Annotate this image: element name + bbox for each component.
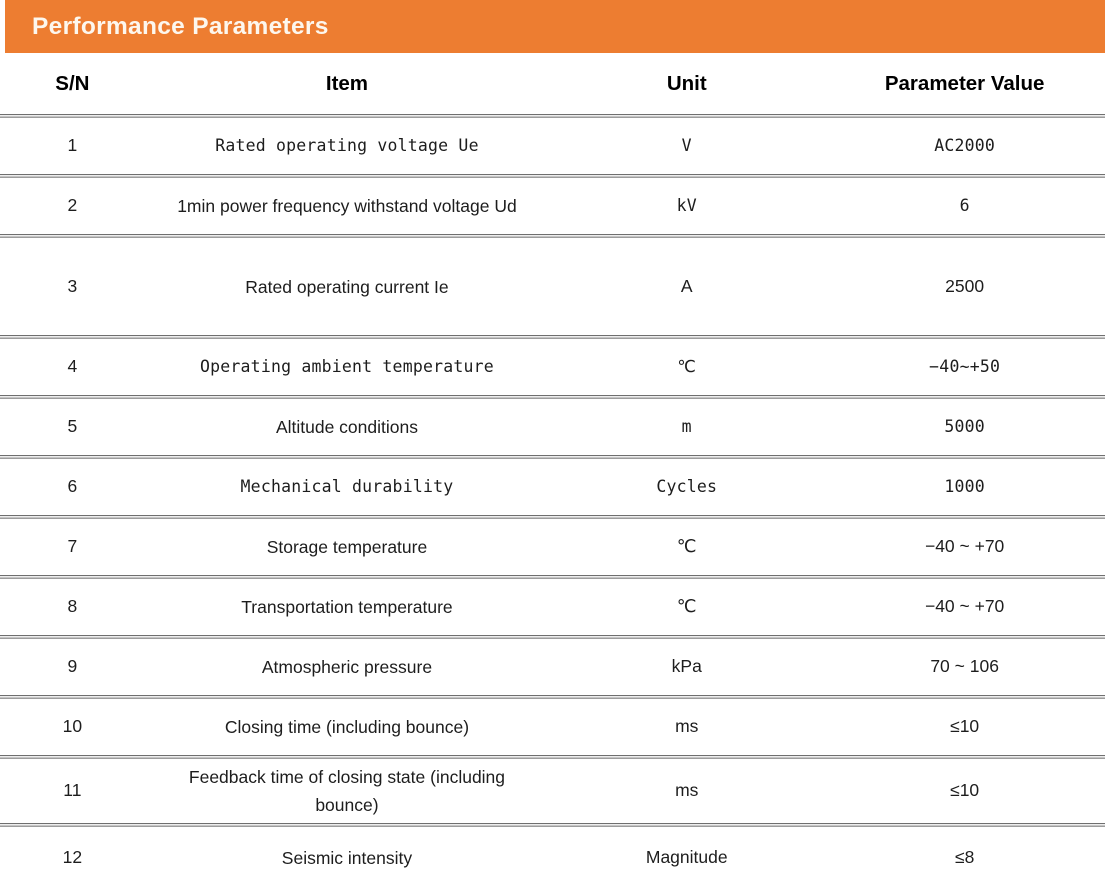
- unit-cell: ℃: [676, 536, 697, 557]
- column-header-item: Item: [325, 71, 369, 95]
- unit-cell: ms: [675, 716, 699, 737]
- sn-cell: 7: [67, 536, 78, 557]
- table-row: 3 Rated operating current Ie A 2500: [0, 238, 1105, 335]
- unit-cell: kV: [676, 196, 697, 216]
- table-header-row: S/N Item Unit Parameter Value: [0, 53, 1105, 114]
- row-divider: [0, 635, 1105, 639]
- value-cell: ≤10: [950, 716, 980, 737]
- row-divider: [0, 575, 1105, 579]
- sn-cell: 2: [67, 195, 78, 216]
- sn-cell: 5: [67, 416, 78, 437]
- row-divider: [0, 174, 1105, 178]
- value-cell: 70 ~ 106: [930, 656, 999, 677]
- value-cell: 5000: [944, 417, 985, 437]
- section-banner: Performance Parameters: [5, 0, 1105, 53]
- item-cell: Closing time (including bounce): [224, 717, 470, 737]
- item-cell: Feedback time of closing state (includin…: [188, 767, 506, 815]
- value-cell: 2500: [945, 275, 985, 296]
- column-header-sn: S/N: [55, 71, 90, 95]
- value-cell: 6: [959, 196, 970, 216]
- row-divider: [0, 823, 1105, 827]
- table-row: 11 Feedback time of closing state (inclu…: [0, 759, 1105, 823]
- row-divider: [0, 114, 1105, 118]
- item-cell: Transportation temperature: [241, 597, 453, 617]
- value-cell: −40 ~ +70: [924, 536, 1005, 557]
- sn-cell: 11: [63, 780, 82, 801]
- item-cell: Altitude conditions: [275, 417, 418, 437]
- performance-parameters-table: S/N Item Unit Parameter Value 1 Rated op…: [0, 53, 1105, 882]
- value-cell: −40~+50: [929, 357, 1001, 377]
- column-header-unit: Unit: [666, 71, 707, 95]
- column-header-value: Parameter Value: [884, 71, 1045, 95]
- item-cell: Storage temperature: [266, 537, 428, 557]
- row-divider: [0, 234, 1105, 238]
- page-title: Performance Parameters: [32, 12, 329, 40]
- table-row: 1 Rated operating voltage Ue V AC2000: [0, 118, 1105, 174]
- value-cell: 1000: [944, 477, 985, 497]
- sn-cell: 1: [67, 135, 78, 156]
- value-cell: ≤10: [950, 780, 980, 801]
- sn-cell: 4: [67, 356, 78, 377]
- sn-cell: 10: [62, 716, 83, 737]
- item-cell: Rated operating current Ie: [245, 276, 449, 297]
- table-row: 4 Operating ambient temperature ℃ −40~+5…: [0, 339, 1105, 395]
- unit-cell: ℃: [676, 596, 697, 617]
- row-divider: [0, 755, 1105, 759]
- sn-cell: 6: [67, 476, 78, 497]
- unit-cell: V: [681, 136, 692, 156]
- row-divider: [0, 395, 1105, 399]
- table-row: 12 Seismic intensity Magnitude ≤8: [0, 827, 1105, 882]
- row-divider: [0, 515, 1105, 519]
- value-cell: −40 ~ +70: [924, 596, 1005, 617]
- table-row: 8 Transportation temperature ℃ −40 ~ +70: [0, 579, 1105, 635]
- table-row: 7 Storage temperature ℃ −40 ~ +70: [0, 519, 1105, 575]
- table-row: 5 Altitude conditions m 5000: [0, 399, 1105, 455]
- table-row: 10 Closing time (including bounce) ms ≤1…: [0, 699, 1105, 755]
- sn-cell: 8: [67, 596, 78, 617]
- item-cell: 1min power frequency withstand voltage U…: [177, 196, 517, 216]
- unit-cell: kPa: [671, 656, 702, 677]
- table-row: 2 1min power frequency withstand voltage…: [0, 178, 1105, 234]
- row-divider: [0, 695, 1105, 699]
- item-cell: Seismic intensity: [281, 848, 413, 868]
- unit-cell: m: [681, 417, 692, 437]
- row-divider: [0, 455, 1105, 459]
- value-cell: AC2000: [934, 136, 996, 156]
- item-cell: Rated operating voltage Ue: [215, 135, 479, 155]
- sn-cell: 3: [67, 275, 78, 296]
- item-cell: Operating ambient temperature: [200, 356, 494, 376]
- unit-cell: ℃: [677, 357, 697, 377]
- table-row: 9 Atmospheric pressure kPa 70 ~ 106: [0, 639, 1105, 695]
- row-divider: [0, 335, 1105, 339]
- unit-cell: ms: [675, 780, 699, 801]
- unit-cell: Cycles: [656, 477, 718, 497]
- table-row: 6 Mechanical durability Cycles 1000: [0, 459, 1105, 515]
- sn-cell: 12: [62, 847, 83, 868]
- unit-cell: Magnitude: [645, 847, 728, 868]
- sn-cell: 9: [67, 656, 78, 677]
- item-cell: Mechanical durability: [240, 476, 454, 496]
- unit-cell: A: [680, 275, 693, 296]
- value-cell: ≤8: [954, 847, 975, 868]
- item-cell: Atmospheric pressure: [261, 657, 433, 677]
